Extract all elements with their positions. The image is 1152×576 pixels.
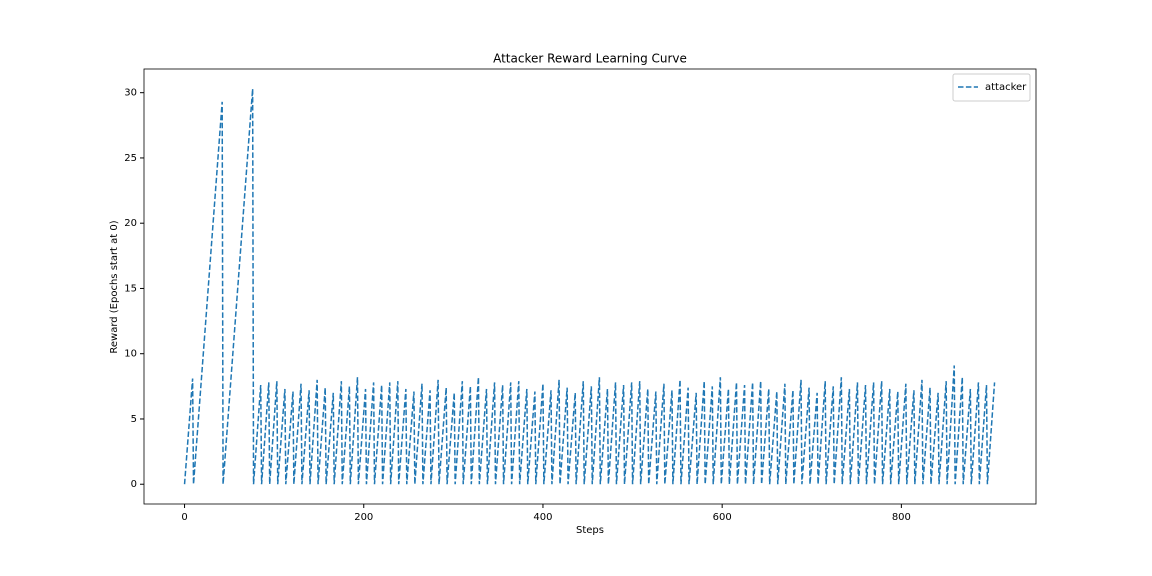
chart-title: Attacker Reward Learning Curve — [493, 52, 687, 66]
x-tick-label: 800 — [892, 512, 911, 523]
y-tick-label: 15 — [124, 283, 137, 294]
plot-frame — [143, 68, 1037, 505]
legend-box — [952, 73, 1031, 102]
y-tick-label: 10 — [124, 349, 137, 360]
y-tick-label: 30 — [124, 88, 137, 99]
y-tick-label: 20 — [124, 218, 137, 229]
y-tick-label: 5 — [131, 414, 137, 425]
y-axis-label: Reward (Epochs start at 0) — [109, 220, 120, 353]
x-axis-label: Steps — [576, 525, 604, 536]
x-tick-label: 0 — [181, 512, 187, 523]
y-tick-label: 0 — [131, 479, 137, 490]
line — [183, 88, 996, 485]
legend-label: attacker — [985, 82, 1027, 93]
x-tick-label: 200 — [354, 512, 373, 523]
x-tick-label: 400 — [533, 512, 552, 523]
x-tick-label: 600 — [713, 512, 732, 523]
y-tick-label: 25 — [124, 153, 137, 164]
